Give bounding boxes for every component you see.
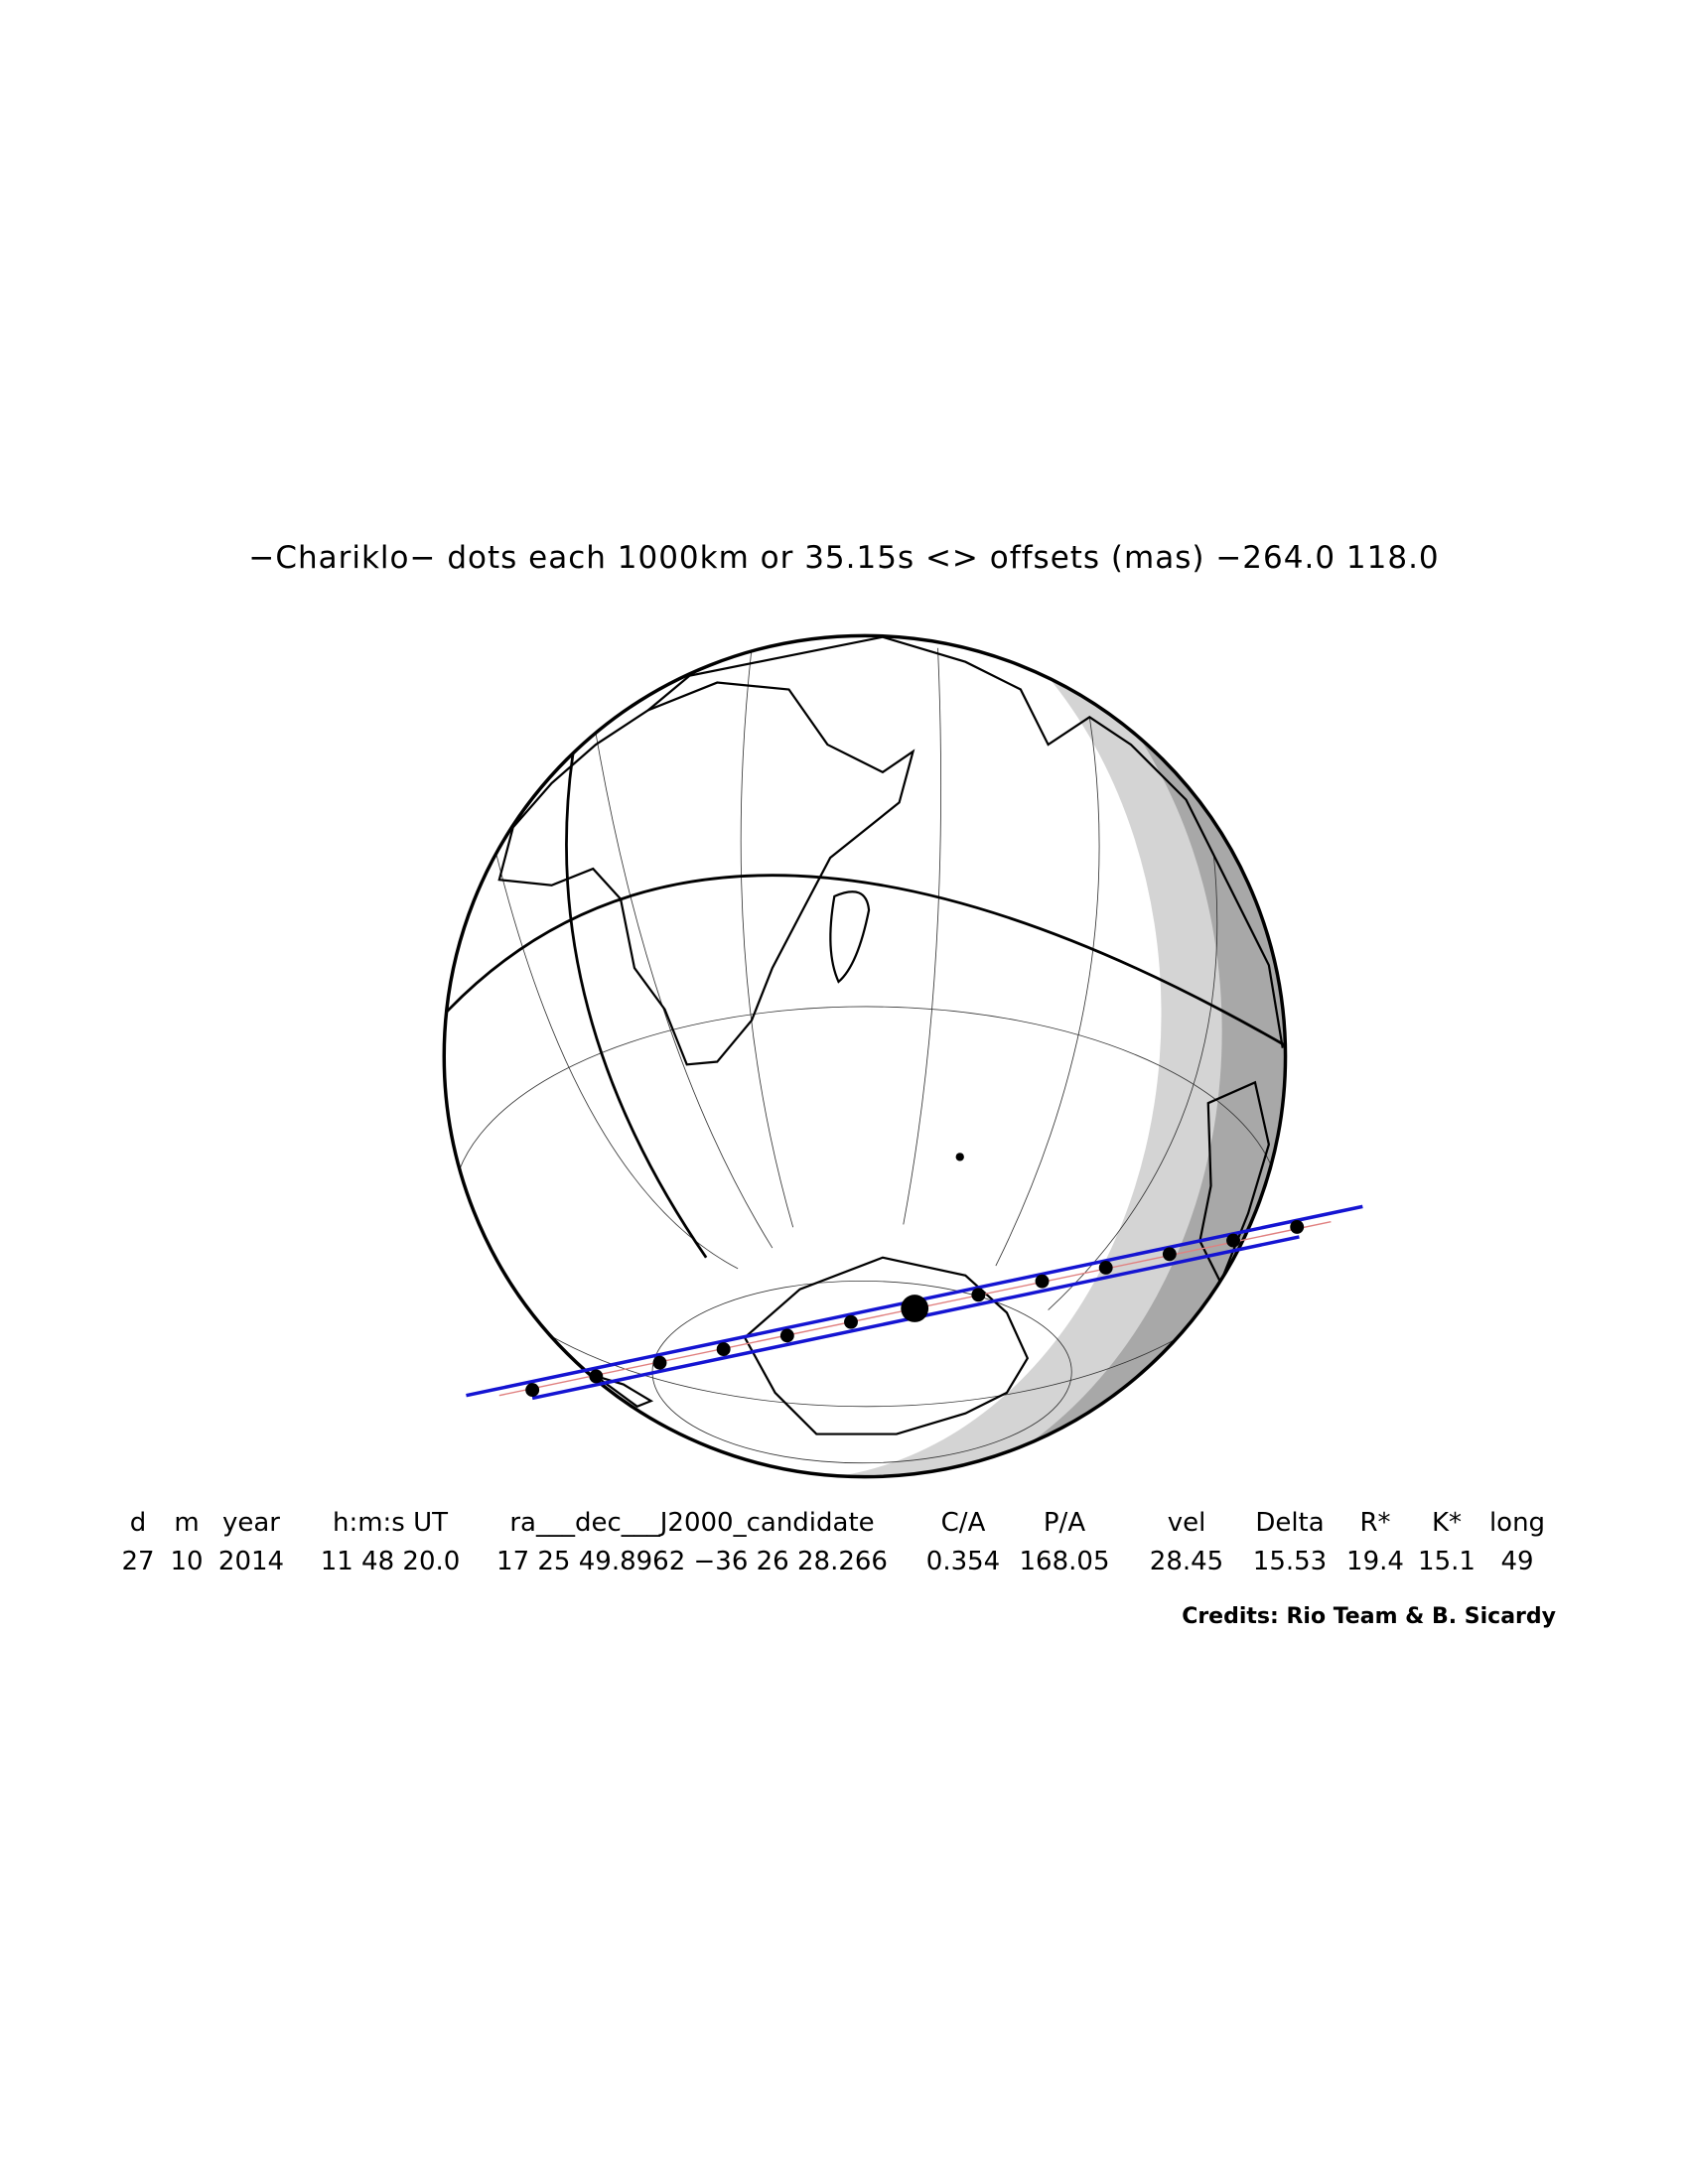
path-dot [901, 1295, 929, 1322]
column-header: R* [1359, 1508, 1391, 1538]
column-value: 2014 [217, 1547, 285, 1576]
path-dot [844, 1314, 858, 1329]
column-value: 27 [121, 1547, 155, 1576]
column-header: C/A [940, 1508, 986, 1538]
column-value: 28.45 [1149, 1547, 1224, 1576]
path-dot [589, 1369, 604, 1384]
column-value: 0.354 [925, 1547, 1001, 1576]
column-header: long [1488, 1508, 1546, 1538]
column-value: 49 [1500, 1547, 1534, 1576]
globe [442, 633, 1363, 1479]
path-dot [971, 1288, 986, 1302]
path-dot [716, 1342, 731, 1357]
column-header: h:m:s UT [332, 1508, 449, 1538]
column-header: d [129, 1508, 147, 1538]
column-value: 19.4 [1346, 1547, 1404, 1576]
path-dot [1035, 1274, 1050, 1289]
path-dot [1290, 1219, 1305, 1234]
column-value: 15.1 [1418, 1547, 1476, 1576]
path-dot [525, 1383, 540, 1398]
column-header: K* [1431, 1508, 1463, 1538]
column-header: Delta [1255, 1508, 1325, 1538]
path-dot [652, 1355, 667, 1370]
column-header: ra___dec___J2000_candidate [509, 1508, 875, 1538]
title: −Chariklo− dots each 1000km or 35.15s <>… [248, 540, 1440, 576]
column-value: 11 48 20.0 [320, 1547, 461, 1576]
credits: Credits: Rio Team & B. Sicardy [1182, 1604, 1556, 1629]
column-header: m [174, 1508, 200, 1538]
column-header: vel [1167, 1508, 1206, 1538]
column-header: P/A [1043, 1508, 1086, 1538]
column-value: 17 25 49.8962 −36 26 28.266 [496, 1547, 888, 1576]
column-value: 15.53 [1252, 1547, 1328, 1576]
path-dot [1098, 1261, 1113, 1275]
column-value: 168.05 [1019, 1547, 1110, 1576]
column-value: 10 [170, 1547, 204, 1576]
column-header: year [221, 1508, 281, 1538]
path-dot [779, 1328, 794, 1343]
path-dot [1162, 1247, 1177, 1262]
path-dot [1226, 1233, 1240, 1248]
